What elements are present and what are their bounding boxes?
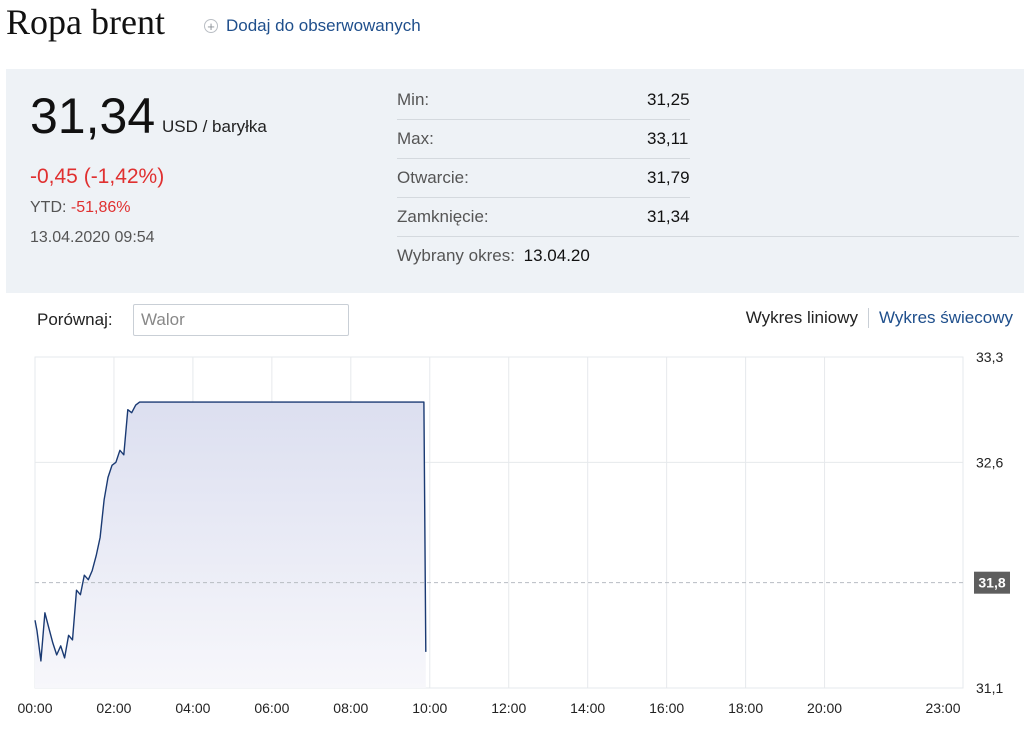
- stat-label: Otwarcie:: [397, 168, 469, 187]
- x-tick-label: 16:00: [649, 700, 684, 716]
- marker-badge: [974, 571, 1010, 594]
- x-tick-label: 23:00: [925, 700, 960, 716]
- x-tick-label: 06:00: [254, 700, 289, 716]
- add-to-watchlist-label: Dodaj do obserwowanych: [226, 16, 421, 35]
- series-area: [35, 402, 426, 688]
- compare-input[interactable]: [133, 304, 349, 336]
- selected-period: Wybrany okres: 13.04.20: [397, 237, 1019, 275]
- ytd-change: YTD: -51,86%: [30, 199, 131, 217]
- stat-value: 31,79: [647, 168, 690, 187]
- candle-chart-button[interactable]: Wykres świecowy: [879, 308, 1013, 327]
- y-tick-label: 32,6: [976, 454, 1003, 470]
- stat-value: 33,11: [647, 129, 689, 148]
- y-tick-label: 33,3: [976, 349, 1003, 365]
- stat-label: Min:: [397, 90, 430, 109]
- chart-type-switch: Wykres liniowy Wykres świecowy: [746, 308, 1013, 328]
- line-chart-button[interactable]: Wykres liniowy: [746, 308, 870, 328]
- price-change: -0,45 (-1,42%): [30, 165, 165, 188]
- plus-circle-icon: +: [204, 19, 218, 33]
- y-tick-label: 31,1: [976, 680, 1003, 696]
- x-tick-label: 14:00: [570, 700, 605, 716]
- period-value: 13.04.20: [523, 246, 590, 265]
- x-tick-label: 18:00: [728, 700, 763, 716]
- price-chart[interactable]: 31,8 33,3 32,6 31,1 00:00 02:00 04:00 06:00 08:0…: [12, 293, 1024, 745]
- ytd-label: YTD:: [30, 199, 67, 216]
- add-to-watchlist-button[interactable]: + Dodaj do obserwowanych: [204, 16, 421, 36]
- stat-row-close: Zamknięcie: 31,34: [397, 198, 1019, 237]
- stat-row-min: Min: 31,25: [397, 81, 690, 120]
- marker-label: 31,8: [978, 575, 1005, 591]
- x-tick-label: 08:00: [333, 700, 368, 716]
- stat-row-open: Otwarcie: 31,79: [397, 159, 690, 198]
- x-tick-label: 02:00: [96, 700, 131, 716]
- x-tick-label: 04:00: [175, 700, 210, 716]
- current-price: 31,34: [30, 88, 156, 144]
- stats-table: Min: 31,25 Max: 33,11 Otwarcie: 31,79 Za…: [397, 81, 1019, 275]
- period-label: Wybrany okres:: [397, 246, 515, 265]
- stat-value: 31,34: [647, 207, 690, 226]
- x-tick-label: 20:00: [807, 700, 842, 716]
- x-tick-label: 00:00: [17, 700, 52, 716]
- quote-datetime: 13.04.2020 09:54: [30, 229, 155, 246]
- stat-label: Zamknięcie:: [397, 207, 489, 226]
- chart-section: Porównaj: Wykres liniowy Wykres świecowy…: [12, 293, 1024, 745]
- x-tick-label: 12:00: [491, 700, 526, 716]
- stat-row-max: Max: 33,11: [397, 120, 690, 159]
- compare-label: Porównaj:: [37, 310, 113, 329]
- ytd-value: -51,86%: [70, 199, 131, 216]
- x-tick-label: 10:00: [412, 700, 447, 716]
- page-title: Ropa brent: [6, 2, 165, 42]
- stat-label: Max:: [397, 129, 434, 148]
- stat-value: 31,25: [647, 90, 690, 109]
- price-unit: USD / baryłka: [162, 117, 267, 136]
- series-line: [34, 401, 427, 662]
- quote-panel: 31,34 USD / baryłka -0,45 (-1,42%) YTD: …: [6, 69, 1024, 293]
